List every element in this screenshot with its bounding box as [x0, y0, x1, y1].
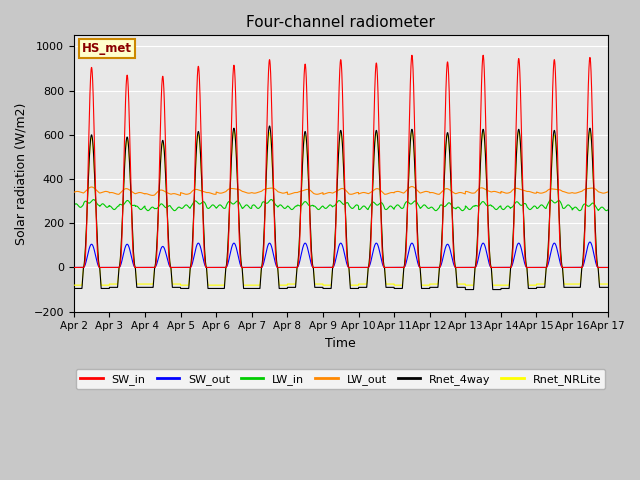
Legend: SW_in, SW_out, LW_in, LW_out, Rnet_4way, Rnet_NRLite: SW_in, SW_out, LW_in, LW_out, Rnet_4way,…: [76, 369, 605, 389]
Y-axis label: Solar radiation (W/m2): Solar radiation (W/m2): [15, 102, 28, 245]
X-axis label: Time: Time: [325, 337, 356, 350]
Title: Four-channel radiometer: Four-channel radiometer: [246, 15, 435, 30]
Text: HS_met: HS_met: [82, 42, 132, 55]
